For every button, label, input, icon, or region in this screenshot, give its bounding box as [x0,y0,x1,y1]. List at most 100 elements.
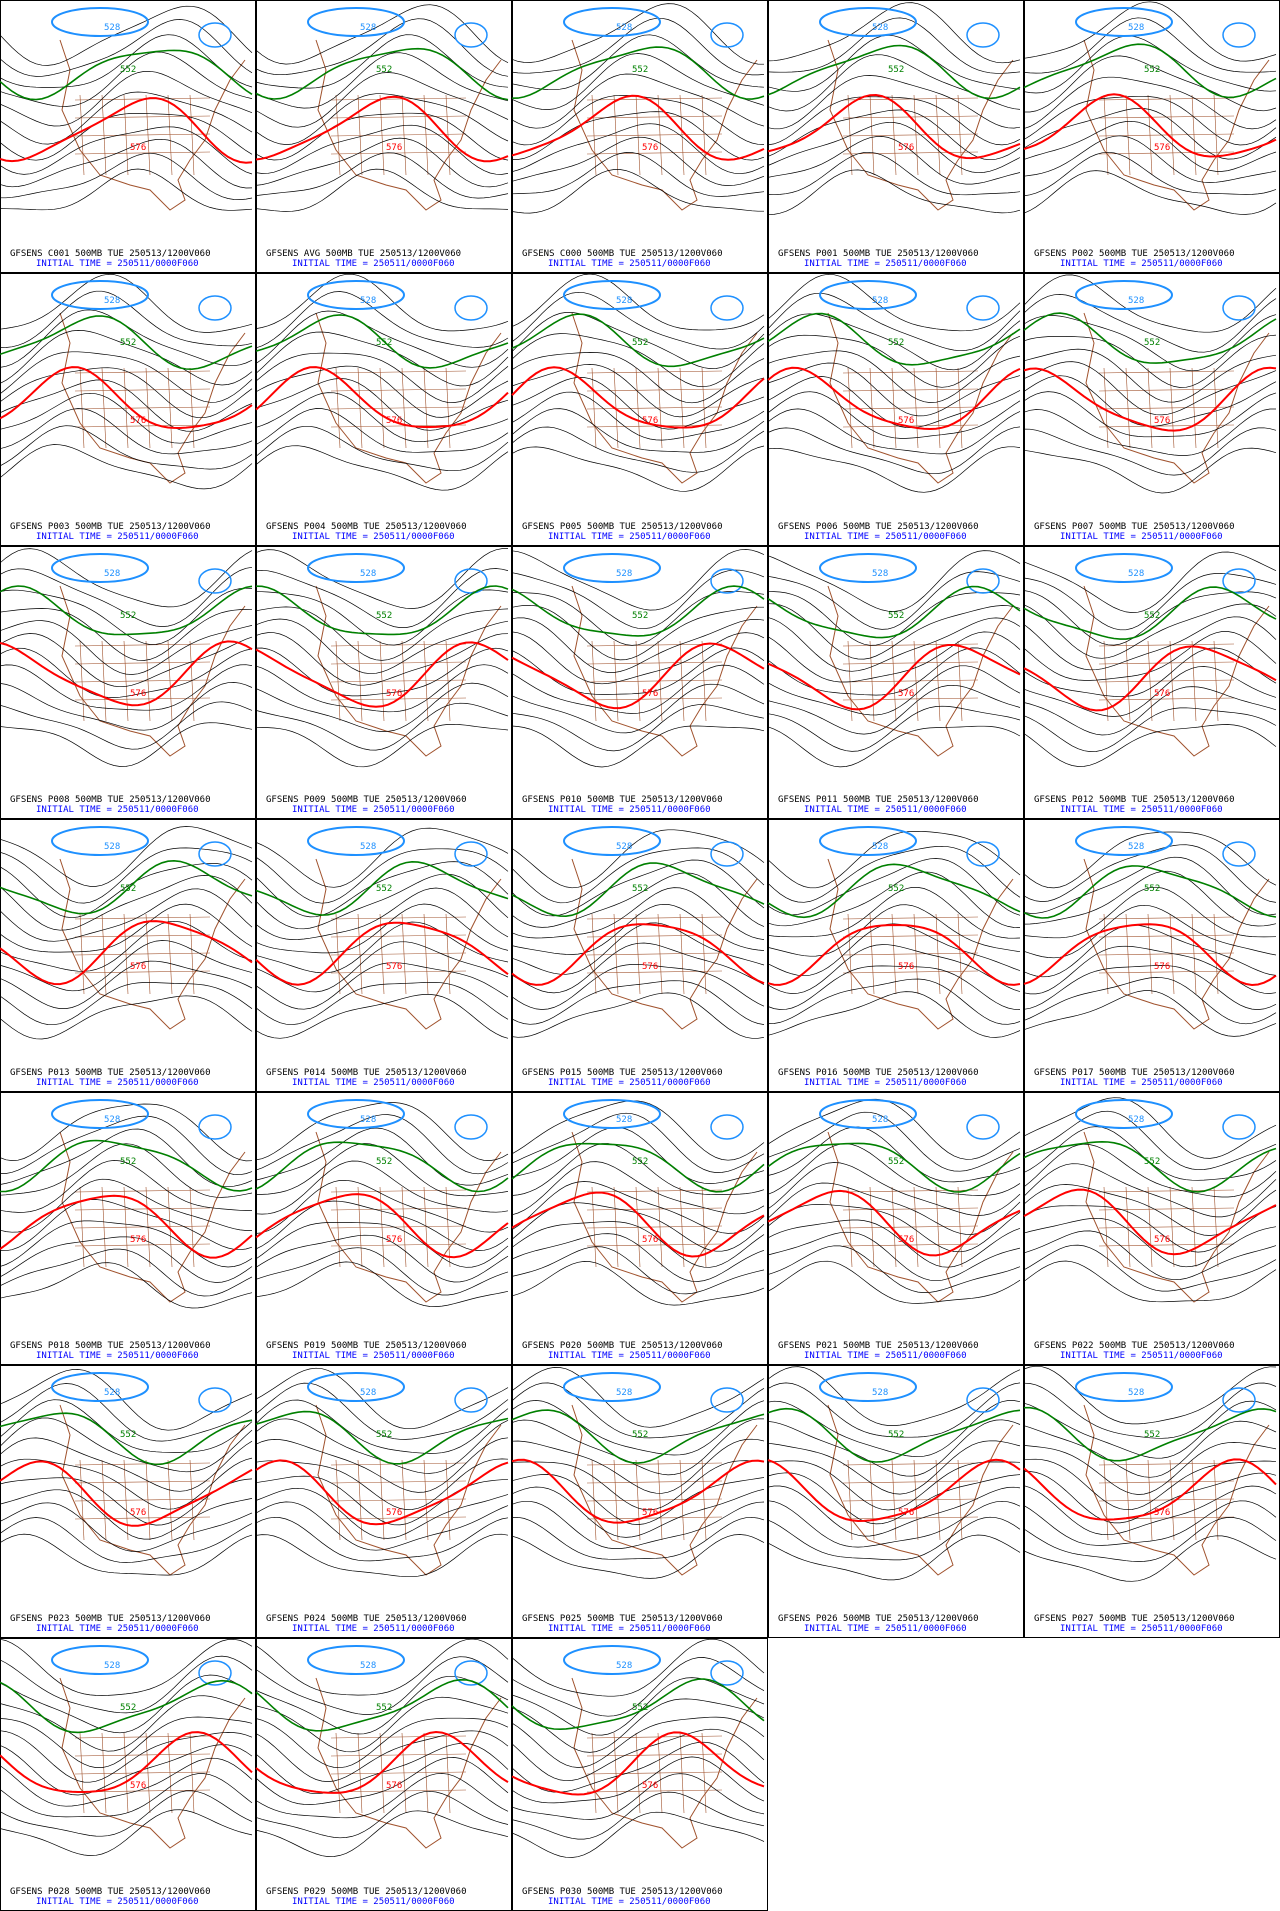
contour-576 [511,366,765,429]
contour-528 [710,1660,744,1686]
state-border [586,1498,723,1502]
map-panel: 528 552 576 GFSENS P030 500MB TUE 250513/12… [511,1638,768,1911]
panel-init-time: INITIAL TIME = 250511/0000F060 [36,1897,199,1907]
height-contour [0,1417,253,1473]
height-contour [1023,572,1277,631]
state-border [1125,640,1131,722]
map-panel: 528 552 576 GFSENS P016 500MB TUE 250513/12… [767,819,1024,1092]
contour-576 [767,923,1021,986]
state-border [1098,934,1235,938]
state-border [330,1789,467,1793]
state-border [842,916,979,920]
height-contour [255,1114,509,1175]
state-border [1098,1225,1235,1229]
contour-552 [255,860,509,916]
contour-label: 576 [130,962,146,972]
height-contour [255,887,509,940]
state-border [586,406,723,410]
state-border [74,1189,211,1193]
height-contour [255,168,509,212]
state-border [74,133,211,137]
panel-border [1024,1092,1280,1365]
state-border [357,640,363,722]
height-contour [1023,1097,1277,1159]
contour-label: 528 [616,842,632,852]
height-contour [511,73,765,129]
state-border [189,1732,195,1814]
coastline [1083,1131,1270,1303]
height-contour [511,1112,765,1173]
state-border [74,1462,211,1466]
height-contour [1023,348,1277,403]
height-contour [255,1200,509,1251]
height-contour [0,34,253,88]
height-contour [767,978,1021,1025]
height-contour [1023,334,1277,388]
height-contour [0,940,253,992]
height-contour [255,921,509,974]
state-border [74,1225,211,1229]
state-border [957,367,963,449]
contour-552 [1023,865,1277,919]
state-border [330,661,467,665]
contour-label: 552 [632,1430,648,1440]
height-contour [511,445,765,492]
contour-528 [454,568,488,594]
contour-label: 576 [642,689,658,699]
height-contour [767,871,1021,928]
height-contour [511,1143,765,1196]
contour-label: 552 [120,65,136,75]
height-contour [1023,977,1277,1025]
height-contour [0,330,253,386]
state-border [701,1459,707,1541]
height-contour [767,631,1021,683]
panel-title: GFSENS P029 500MB TUE 250513/1200V060 [266,1887,466,1897]
state-border [74,406,211,410]
state-border [586,661,723,665]
state-border [935,1186,941,1268]
height-contour [1023,724,1277,767]
panel-border [256,273,512,546]
height-contour [1023,408,1276,456]
state-border [847,1186,853,1268]
height-contour [511,1181,765,1234]
contour-528 [198,568,232,594]
state-border [586,1789,723,1793]
state-border [613,1732,619,1814]
state-border [330,424,467,428]
contour-552 [767,1407,1021,1463]
state-border [189,913,195,995]
state-border [79,1732,85,1814]
coastline [59,1131,246,1303]
state-border [613,1459,619,1541]
height-contour [0,903,253,953]
panel-border [768,1365,1024,1638]
map-panel: 528 552 576 GFSENS P013 500MB TUE 250513/12… [0,819,256,1092]
panel-init-time: INITIAL TIME = 250511/0000F060 [804,805,967,815]
contour-528 [307,1372,405,1402]
contour-528 [966,841,1000,867]
panel-title: GFSENS C000 500MB TUE 250513/1200V060 [522,249,722,259]
contour-label: 528 [1128,1388,1144,1398]
contour-552 [767,585,1021,639]
state-border [357,367,363,449]
height-contour [0,91,253,145]
height-contour [0,548,253,608]
panel-border [0,546,256,819]
panel-init-time: INITIAL TIME = 250511/0000F060 [804,532,967,542]
contour-label: 552 [632,1703,648,1713]
state-border [701,367,707,449]
state-border [869,1186,875,1268]
height-contour [0,1773,253,1818]
height-contour [255,291,509,349]
contour-552 [1023,43,1277,99]
contour-label: 552 [1144,1430,1160,1440]
height-contour [767,904,1021,957]
height-contour [1023,965,1277,1010]
panel-title: GFSENS P010 500MB TUE 250513/1200V060 [522,795,722,805]
state-border [1098,916,1235,920]
state-border [935,913,941,995]
coastline [571,39,758,211]
height-contour [0,862,253,919]
height-contour [255,52,509,109]
